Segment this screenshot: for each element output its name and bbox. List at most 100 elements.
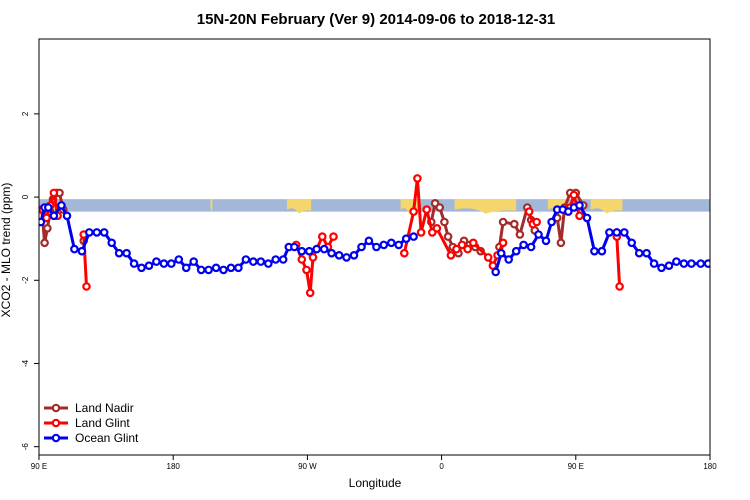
- data-point: [619, 228, 629, 237]
- data-point: [107, 238, 117, 248]
- data-point: [271, 255, 281, 264]
- data-point: [152, 257, 161, 266]
- data-point: [532, 217, 542, 227]
- data-point: [563, 207, 573, 216]
- data-point: [174, 255, 184, 264]
- data-point: [491, 267, 501, 277]
- data-point: [422, 205, 432, 214]
- y-tick-label: -6: [21, 443, 30, 451]
- data-point: [664, 261, 674, 271]
- data-point: [556, 238, 566, 248]
- data-point: [302, 265, 311, 275]
- data-point: [524, 207, 534, 216]
- data-point: [615, 282, 624, 291]
- data-point: [597, 246, 607, 256]
- land-patch: [210, 199, 213, 214]
- land-patch: [590, 199, 623, 214]
- y-tick-label: 0: [21, 194, 30, 199]
- data-point: [70, 244, 79, 254]
- data-point: [679, 259, 689, 268]
- data-point: [57, 201, 66, 210]
- data-point: [211, 263, 221, 273]
- data-point: [612, 228, 622, 237]
- x-axis-label: Longitude: [349, 476, 402, 490]
- plot-inner: [39, 174, 710, 298]
- data-point: [77, 246, 87, 256]
- data-point: [687, 259, 696, 268]
- data-point: [511, 246, 521, 256]
- data-point: [256, 257, 266, 266]
- data-point: [39, 217, 46, 227]
- data-point: [605, 228, 614, 237]
- data-point: [181, 263, 191, 273]
- data-point: [547, 217, 556, 227]
- data-point: [515, 230, 525, 239]
- data-point: [40, 238, 49, 248]
- data-point: [582, 213, 592, 223]
- y-axis-label: XCO2 - MLO trend (ppm): [0, 183, 13, 318]
- data-point: [483, 253, 493, 262]
- data-point: [263, 259, 273, 268]
- data-point: [92, 228, 102, 237]
- data-point: [409, 232, 418, 241]
- legend-label: Ocean Glint: [75, 431, 139, 445]
- data-point: [327, 248, 336, 258]
- ocean-band: [39, 199, 710, 212]
- data-point: [249, 257, 258, 266]
- plot-area: [39, 174, 710, 298]
- data-point: [432, 224, 442, 233]
- y-tick-label: 2: [21, 111, 30, 116]
- data-point: [452, 244, 461, 254]
- data-point: [435, 203, 445, 212]
- data-point: [290, 242, 299, 252]
- data-point: [409, 207, 418, 216]
- data-point: [43, 224, 52, 233]
- legend-marker: [51, 418, 61, 428]
- data-point: [189, 257, 199, 266]
- data-point: [357, 242, 366, 252]
- data-point: [159, 259, 169, 268]
- data-point: [672, 257, 681, 266]
- legend-label: Land Glint: [75, 416, 130, 430]
- data-point: [379, 240, 389, 250]
- x-tick-label: 90 E: [568, 462, 584, 471]
- data-point: [401, 234, 411, 244]
- land-patch: [454, 199, 517, 214]
- data-point: [642, 248, 651, 258]
- data-point: [49, 211, 59, 221]
- data-point: [241, 255, 251, 264]
- data-point: [144, 261, 154, 271]
- data-point: [446, 251, 456, 260]
- data-point: [62, 211, 72, 221]
- data-point: [114, 248, 124, 258]
- data-point: [349, 251, 359, 260]
- x-tick-label: 0: [439, 462, 444, 471]
- data-point: [413, 174, 422, 183]
- y-tick-label: -4: [21, 359, 30, 367]
- series-line: [39, 203, 415, 272]
- data-point: [219, 265, 228, 275]
- data-point: [399, 248, 409, 258]
- data-point: [498, 238, 508, 248]
- series-line: [615, 236, 622, 287]
- data-point: [329, 232, 338, 241]
- data-point: [364, 236, 374, 246]
- data-point: [590, 246, 599, 256]
- plot-frame: [38, 38, 711, 456]
- data-point: [509, 219, 519, 229]
- data-point: [317, 232, 327, 241]
- data-point: [627, 238, 637, 248]
- x-tick-label: 180: [703, 462, 717, 471]
- chart-title: 15N-20N February (Ver 9) 2014-09-06 to 2…: [197, 11, 556, 28]
- data-point: [99, 228, 109, 237]
- data-point: [526, 242, 536, 252]
- data-point: [49, 188, 59, 198]
- data-point: [575, 201, 584, 210]
- x-tick-label: 180: [167, 462, 181, 471]
- land-patch: [286, 199, 312, 214]
- data-point: [304, 246, 314, 256]
- data-point: [569, 190, 579, 200]
- data-point: [534, 230, 543, 239]
- y-tick-label: -2: [21, 276, 30, 284]
